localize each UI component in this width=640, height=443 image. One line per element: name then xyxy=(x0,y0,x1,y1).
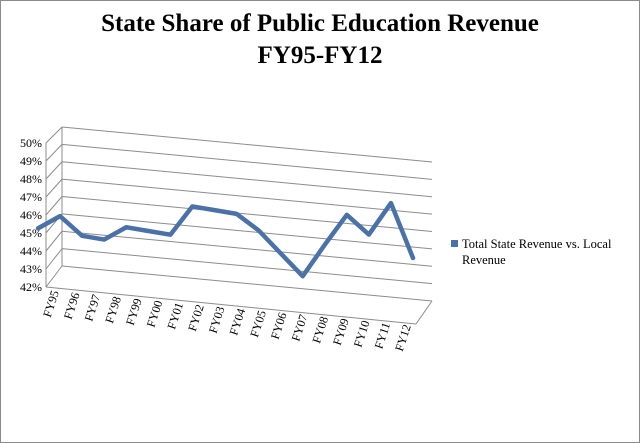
x-tick-label: FY07 xyxy=(289,313,311,343)
x-tick-label: FY09 xyxy=(330,317,352,347)
y-tick-label: 48% xyxy=(20,172,42,186)
series-layer xyxy=(35,200,416,279)
gridline xyxy=(61,248,433,285)
x-tick-label: FY04 xyxy=(226,307,248,337)
y-tick-label: 49% xyxy=(20,154,42,168)
y-tick-label: 50% xyxy=(20,136,42,150)
x-tick-label: FY06 xyxy=(268,311,290,341)
x-tick-label: FY00 xyxy=(144,299,166,329)
x-tick-label: FY02 xyxy=(185,303,207,333)
chart-title-line-2: FY95-FY12 xyxy=(257,42,383,69)
wall-line xyxy=(45,230,63,252)
x-tick-label: FY12 xyxy=(392,323,414,353)
legend-label: Total State Revenue vs. Local xyxy=(462,237,612,251)
legend-label-continued: Revenue xyxy=(462,253,506,267)
x-tick-label: FY99 xyxy=(123,297,145,327)
gridline xyxy=(61,143,433,180)
x-tick-label: FY98 xyxy=(102,295,124,325)
chart-title-line-1: State Share of Public Education Revenue xyxy=(101,10,539,37)
wall-line xyxy=(45,178,63,198)
y-axis-ticks: 42%43%44%45%46%47%48%49%50% xyxy=(20,136,42,294)
x-tick-label: FY05 xyxy=(247,309,269,339)
x-tick-label: FY08 xyxy=(309,315,331,345)
gridline xyxy=(61,126,433,163)
gridline xyxy=(61,196,433,232)
floor-front-edge xyxy=(45,286,417,325)
wall-line xyxy=(45,248,63,270)
x-tick-label: FY96 xyxy=(61,291,83,321)
x-tick-label: FY97 xyxy=(82,293,104,323)
y-tick-label: 42% xyxy=(20,280,42,294)
legend-swatch xyxy=(451,240,458,247)
chart-title: State Share of Public Education Revenue … xyxy=(0,8,640,72)
gridline xyxy=(61,213,433,250)
gridline xyxy=(61,230,433,267)
floor-right-edge xyxy=(415,300,433,325)
y-tick-label: 46% xyxy=(20,208,42,222)
x-axis-ticks: FY95FY96FY97FY98FY99FY00FY01FY02FY03FY04… xyxy=(40,289,414,353)
y-tick-label: 44% xyxy=(20,244,42,258)
wall-line xyxy=(45,126,63,144)
legend: Total State Revenue vs. Local Revenue xyxy=(451,237,612,267)
gridline xyxy=(61,265,433,302)
wall-line xyxy=(45,196,63,216)
series-line xyxy=(35,200,416,279)
wall-line xyxy=(45,144,63,162)
gridline xyxy=(61,161,433,198)
gridlines xyxy=(45,126,433,325)
x-tick-label: FY95 xyxy=(40,289,62,319)
y-tick-label: 47% xyxy=(20,190,42,204)
wall-line xyxy=(45,161,63,180)
x-tick-label: FY03 xyxy=(206,305,228,335)
y-tick-label: 43% xyxy=(20,262,42,276)
wall-line xyxy=(45,265,63,288)
x-tick-label: FY11 xyxy=(372,321,394,351)
x-tick-label: FY10 xyxy=(351,319,373,349)
gridline xyxy=(61,178,433,215)
x-tick-label: FY01 xyxy=(164,301,186,331)
